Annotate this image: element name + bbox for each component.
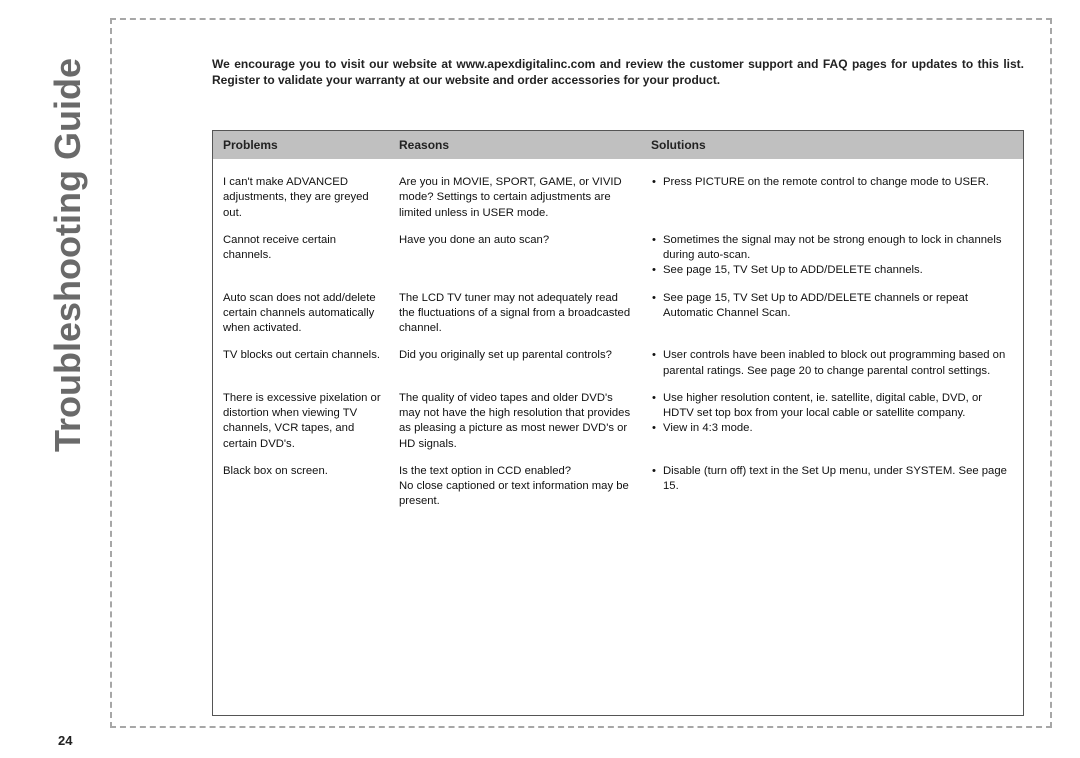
cell-problem: Cannot receive certain channels. <box>223 233 399 279</box>
cell-reason: Is the text option in CCD enabled? No cl… <box>399 464 651 510</box>
cell-problem: There is excessive pixelation or distort… <box>223 391 399 452</box>
intro-paragraph: We encourage you to visit our website at… <box>212 56 1024 88</box>
cell-problem: TV blocks out certain channels. <box>223 348 399 379</box>
cell-solutions: Disable (turn off) text in the Set Up me… <box>651 464 1013 510</box>
cell-solutions: Press PICTURE on the remote control to c… <box>651 175 1013 221</box>
solution-item: Disable (turn off) text in the Set Up me… <box>663 464 1013 495</box>
table-row: I can't make ADVANCED adjustments, they … <box>223 175 1013 221</box>
table-row: Auto scan does not add/delete certain ch… <box>223 291 1013 337</box>
manual-page: Troubleshooting Guide We encourage you t… <box>0 0 1080 758</box>
cell-solutions: See page 15, TV Set Up to ADD/DELETE cha… <box>651 291 1013 337</box>
solution-item: View in 4:3 mode. <box>663 421 1013 436</box>
table-row: Black box on screen.Is the text option i… <box>223 464 1013 510</box>
page-number: 24 <box>58 733 72 748</box>
solution-item: Sometimes the signal may not be strong e… <box>663 233 1013 264</box>
cell-reason: Did you originally set up parental contr… <box>399 348 651 379</box>
table-row: There is excessive pixelation or distort… <box>223 391 1013 452</box>
cell-problem: Auto scan does not add/delete certain ch… <box>223 291 399 337</box>
table-row: TV blocks out certain channels.Did you o… <box>223 348 1013 379</box>
cell-problem: Black box on screen. <box>223 464 399 510</box>
cell-solutions: User controls have been inabled to block… <box>651 348 1013 379</box>
header-reasons: Reasons <box>399 138 651 152</box>
solution-item: User controls have been inabled to block… <box>663 348 1013 379</box>
table-body: I can't make ADVANCED adjustments, they … <box>213 159 1023 520</box>
cell-reason: The LCD TV tuner may not adequately read… <box>399 291 651 337</box>
cell-reason: Are you in MOVIE, SPORT, GAME, or VIVID … <box>399 175 651 221</box>
header-solutions: Solutions <box>651 138 1013 152</box>
cell-solutions: Sometimes the signal may not be strong e… <box>651 233 1013 279</box>
troubleshooting-table: Problems Reasons Solutions I can't make … <box>212 130 1024 716</box>
table-row: Cannot receive certain channels.Have you… <box>223 233 1013 279</box>
cell-reason: Have you done an auto scan? <box>399 233 651 279</box>
solution-item: Use higher resolution content, ie. satel… <box>663 391 1013 422</box>
cell-problem: I can't make ADVANCED adjustments, they … <box>223 175 399 221</box>
side-title-container: Troubleshooting Guide <box>38 18 98 728</box>
table-header-row: Problems Reasons Solutions <box>213 131 1023 159</box>
cell-solutions: Use higher resolution content, ie. satel… <box>651 391 1013 452</box>
page-title: Troubleshooting Guide <box>47 58 89 452</box>
solution-item: See page 15, TV Set Up to ADD/DELETE cha… <box>663 263 1013 278</box>
solution-item: See page 15, TV Set Up to ADD/DELETE cha… <box>663 291 1013 322</box>
cell-reason: The quality of video tapes and older DVD… <box>399 391 651 452</box>
solution-item: Press PICTURE on the remote control to c… <box>663 175 1013 190</box>
header-problems: Problems <box>223 138 399 152</box>
